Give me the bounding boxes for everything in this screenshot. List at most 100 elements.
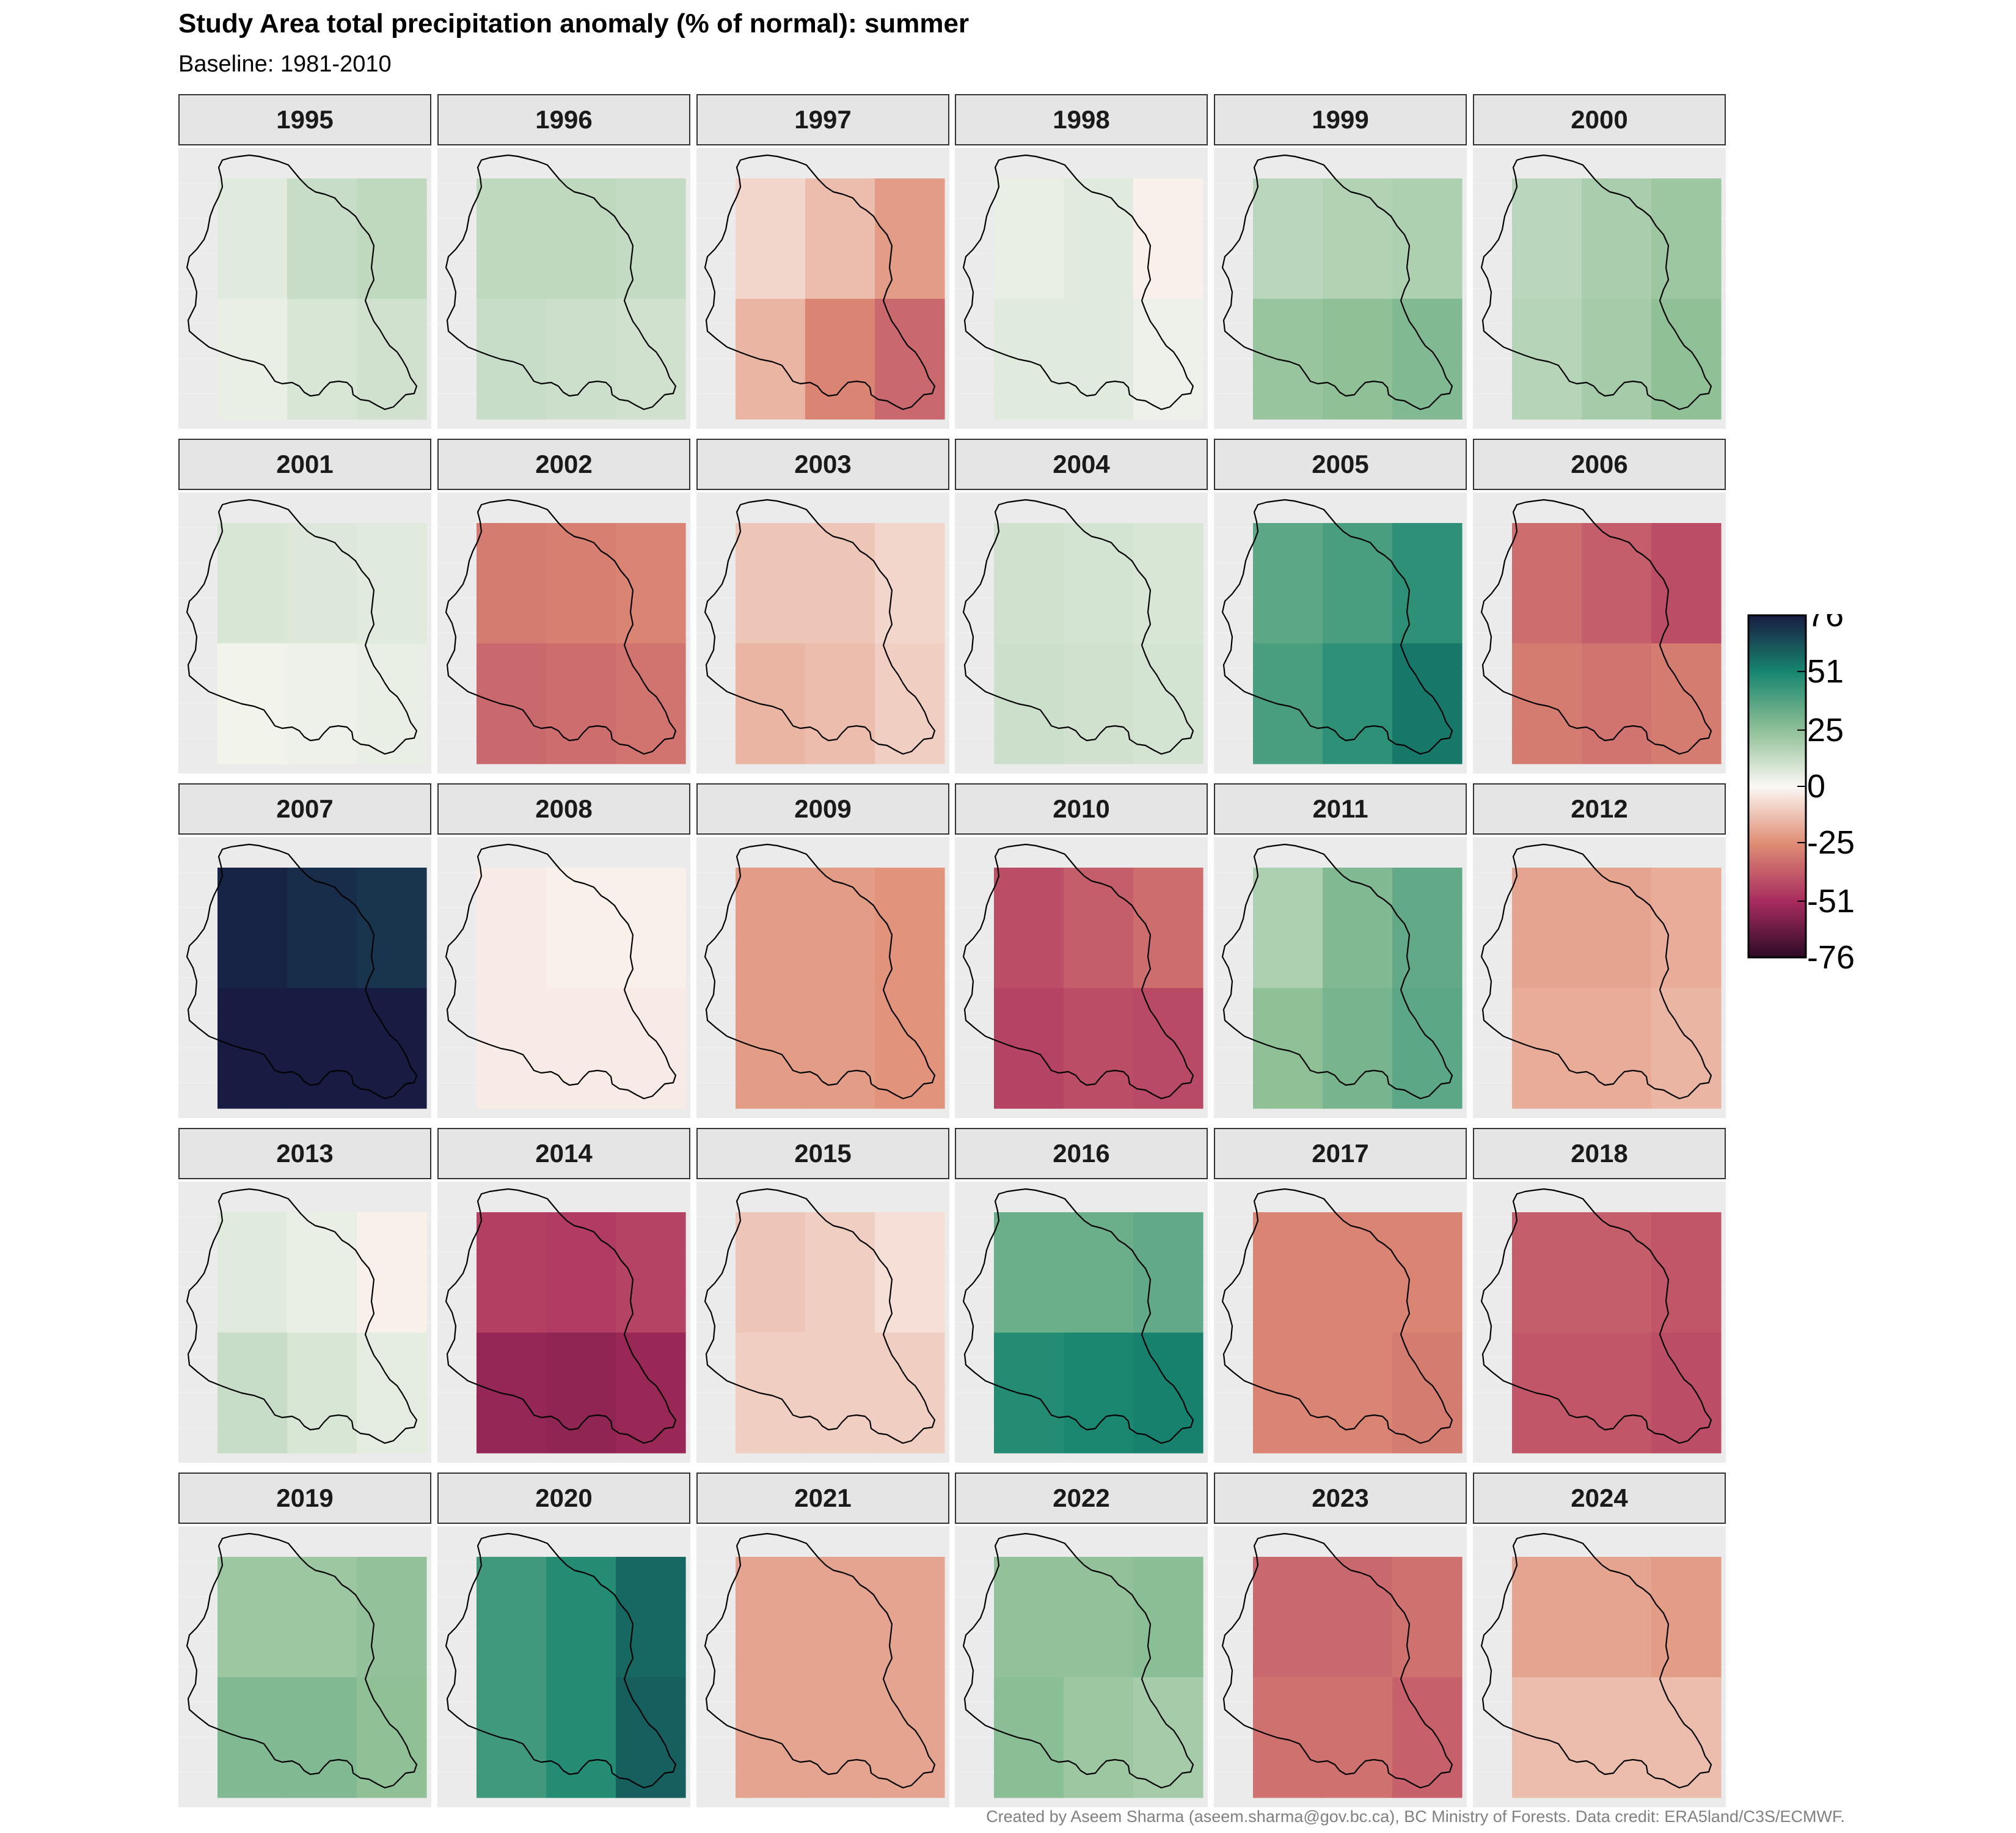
study-area-outline (445, 154, 677, 411)
facet-strip-label: 2005 (1214, 439, 1467, 490)
raster-cell (1582, 988, 1652, 1109)
raster-cell (287, 1677, 357, 1798)
raster-cell (1392, 1333, 1463, 1454)
facet-raster-svg (955, 843, 1208, 1109)
facet-strip-label: 1996 (437, 94, 690, 145)
facet-strip-label: 2023 (1214, 1473, 1467, 1524)
facet-raster-svg (178, 1188, 431, 1454)
raster-cell (287, 1212, 357, 1333)
facet-panel-2002: 2002 (437, 439, 690, 774)
facet-raster-svg (437, 843, 690, 1109)
raster-cell (217, 1333, 288, 1454)
raster-cell (875, 1212, 945, 1333)
raster-cell (875, 1557, 945, 1678)
facet-strip-label: 2020 (437, 1473, 690, 1524)
raster-cell (994, 868, 1064, 989)
facet-plot-area (696, 837, 949, 1118)
raster-cell (287, 1557, 357, 1678)
facet-raster-svg (178, 499, 431, 764)
facet-panel-2010: 2010 (955, 783, 1208, 1118)
facet-panel-2001: 2001 (178, 439, 431, 774)
facet-plot-area (437, 1182, 690, 1463)
legend-tick-label: 51 (1807, 653, 1844, 690)
raster-cell (1582, 1212, 1652, 1333)
chart-subtitle: Baseline: 1981-2010 (178, 51, 392, 77)
study-area-outline (186, 1532, 418, 1789)
facet-panel-2024: 2024 (1473, 1473, 1726, 1807)
facet-strip-label: 2010 (955, 783, 1208, 835)
raster-cell (805, 1557, 875, 1678)
facet-panel-1999: 1999 (1214, 94, 1467, 429)
facet-plot-area (696, 1526, 949, 1807)
facet-panel-2000: 2000 (1473, 94, 1726, 429)
facet-plot-area (437, 837, 690, 1118)
facet-panel-1997: 1997 (696, 94, 949, 429)
facet-plot-area (178, 1182, 431, 1463)
facet-plot-area (1214, 837, 1467, 1118)
facet-panel-2005: 2005 (1214, 439, 1467, 774)
facet-strip-label: 2002 (437, 439, 690, 490)
raster-cell (1582, 868, 1652, 989)
raster-cell (805, 299, 875, 420)
raster-cell (875, 868, 945, 989)
study-area-outline (704, 499, 936, 755)
raster-cell (1323, 1333, 1393, 1454)
raster-cell (1064, 178, 1134, 299)
raster-cell (477, 523, 547, 644)
facet-panel-2007: 2007 (178, 783, 431, 1118)
study-area-outline (1480, 154, 1712, 411)
facet-strip-label: 2001 (178, 439, 431, 490)
raster-cell (875, 643, 945, 764)
raster-cell (287, 1333, 357, 1454)
facet-plot-area (437, 148, 690, 429)
facet-plot-area (1473, 1526, 1726, 1807)
study-area-outline (1480, 843, 1712, 1100)
raster-cell (736, 523, 806, 644)
facet-panel-2022: 2022 (955, 1473, 1208, 1807)
raster-cell (546, 1677, 616, 1798)
raster-cell (805, 988, 875, 1109)
facet-plot-area (696, 492, 949, 774)
facet-strip-label: 2006 (1473, 439, 1726, 490)
study-area-outline (704, 1532, 936, 1789)
facet-strip-label: 2024 (1473, 1473, 1726, 1524)
raster-cell (1582, 1333, 1652, 1454)
caption: Created by Aseem Sharma (aseem.sharma@go… (986, 1807, 1845, 1826)
raster-cell (1323, 299, 1393, 420)
raster-cell (287, 523, 357, 644)
raster-cell (1651, 1677, 1722, 1798)
facet-panel-2015: 2015 (696, 1128, 949, 1463)
facet-plot-area (178, 837, 431, 1118)
study-area-outline (186, 499, 418, 755)
study-area-outline (962, 843, 1194, 1100)
raster-cell (1064, 988, 1134, 1109)
facet-plot-area (178, 1526, 431, 1807)
raster-cell (1253, 988, 1323, 1109)
facet-raster-svg (696, 843, 949, 1109)
raster-cell (1392, 643, 1463, 764)
raster-cell (546, 988, 616, 1109)
facet-panel-2012: 2012 (1473, 783, 1726, 1118)
facet-plot-area (955, 148, 1208, 429)
raster-cell (1392, 1557, 1463, 1678)
facet-plot-area (955, 837, 1208, 1118)
raster-cell (616, 1677, 686, 1798)
raster-cell (1651, 1212, 1722, 1333)
legend-tick-label: 76 (1807, 614, 1844, 634)
facet-plot-area (955, 1182, 1208, 1463)
facet-raster-svg (1473, 1532, 1726, 1798)
raster-cell (357, 868, 427, 989)
raster-cell (357, 178, 427, 299)
raster-cell (1253, 1333, 1323, 1454)
study-area-outline (962, 1188, 1194, 1444)
facet-strip-label: 2009 (696, 783, 949, 835)
raster-cell (1323, 523, 1393, 644)
facet-strip-label: 2007 (178, 783, 431, 835)
raster-cell (357, 1677, 427, 1798)
raster-cell (1323, 1557, 1393, 1678)
facet-plot-area (437, 492, 690, 774)
facet-strip-label: 2022 (955, 1473, 1208, 1524)
facet-panel-2004: 2004 (955, 439, 1208, 774)
raster-cell (1133, 988, 1203, 1109)
raster-cell (546, 523, 616, 644)
